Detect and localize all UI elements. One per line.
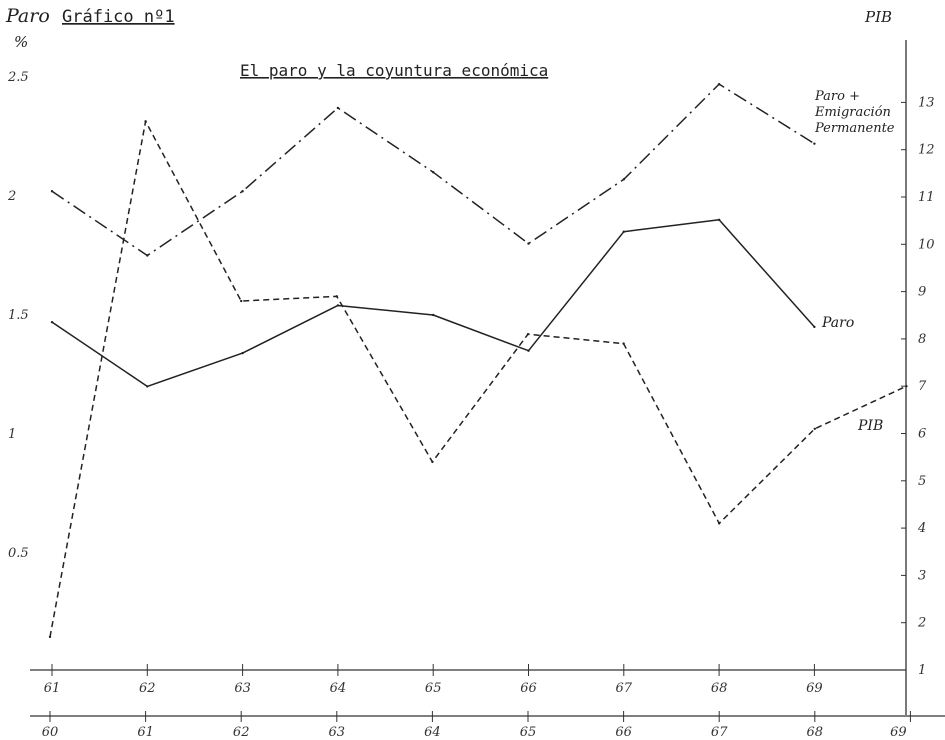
data-point <box>146 254 149 257</box>
data-point <box>717 218 721 221</box>
x-top-tick-label: 68 <box>711 681 728 696</box>
data-point <box>717 82 721 86</box>
data-point <box>336 106 340 110</box>
right-tick-label: 10 <box>918 237 935 252</box>
x-bottom-tick-label: 67 <box>711 725 728 740</box>
data-point <box>335 295 338 298</box>
left-tick-label: 0.5 <box>8 546 29 561</box>
left-tick-label: 2.5 <box>7 70 29 85</box>
right-tick-label: 2 <box>917 616 926 631</box>
x-bottom-tick-label: 69 <box>890 725 907 740</box>
x-bottom-tick-label: 61 <box>137 725 154 740</box>
series-label-paro: Paro <box>821 315 854 331</box>
right-tick-label: 9 <box>918 285 926 300</box>
data-point <box>527 349 530 352</box>
right-tick-label: 3 <box>918 568 926 583</box>
chart-title: El paro y la coyuntura económica <box>240 61 548 80</box>
data-point <box>813 325 816 329</box>
x-bottom-tick-label: 63 <box>329 725 346 740</box>
data-point <box>241 351 244 355</box>
data-point <box>240 299 243 303</box>
data-point <box>146 385 149 388</box>
right-tick-label: 11 <box>918 190 935 205</box>
x-top-tick-label: 69 <box>806 681 823 696</box>
data-point <box>431 460 434 464</box>
data-point <box>50 320 54 324</box>
series-label-paro-emigracion: Permanente <box>814 121 895 136</box>
right-tick-label: 7 <box>918 379 927 394</box>
figure-label: Gráfico nº1 <box>62 7 175 27</box>
series-line-solid <box>51 219 815 388</box>
x-top-tick-label: 63 <box>234 681 251 696</box>
x-bottom-tick-label: 60 <box>42 725 59 740</box>
data-point <box>336 304 340 307</box>
series-label-paro-emigracion: Paro + <box>814 89 860 104</box>
series-label-pib: PIB <box>857 418 883 434</box>
data-point <box>622 342 625 345</box>
x-bottom-tick-label: 64 <box>424 725 441 740</box>
x-top-tick-label: 62 <box>139 681 156 696</box>
data-point <box>241 190 244 193</box>
x-top-tick-label: 65 <box>425 681 442 696</box>
data-point <box>813 142 816 145</box>
data-point <box>718 522 721 525</box>
x-top-tick-label: 64 <box>330 681 347 696</box>
data-point <box>432 313 435 317</box>
right-tick-label: 4 <box>917 521 926 536</box>
right-tick-label: 8 <box>918 332 926 347</box>
series-line-dashdot <box>51 83 815 257</box>
left-tick-label: 1 <box>8 427 16 442</box>
left-tick-label: 1.5 <box>8 308 29 323</box>
x-bottom-tick-label: 65 <box>520 725 537 740</box>
data-point <box>622 230 625 233</box>
right-axis-title: PIB <box>864 8 892 26</box>
right-tick-label: 5 <box>918 474 926 489</box>
series-line-dashed <box>49 120 907 638</box>
data-point <box>813 427 816 430</box>
x-bottom-tick-label: 66 <box>615 725 632 740</box>
data-point <box>48 635 52 639</box>
x-top-tick-label: 66 <box>520 681 537 696</box>
right-tick-label: 13 <box>918 95 935 110</box>
left-tick-label: 2 <box>7 189 16 204</box>
data-point <box>622 178 625 181</box>
data-point <box>527 242 530 245</box>
data-point <box>50 190 54 193</box>
data-point <box>905 385 908 388</box>
series-label-paro-emigracion: Emigración <box>814 105 891 120</box>
x-top-tick-label: 67 <box>616 681 633 696</box>
data-point <box>144 120 147 123</box>
right-tick-label: 12 <box>918 143 935 158</box>
left-axis-unit: % <box>14 33 28 51</box>
data-point <box>432 171 435 174</box>
data-point <box>526 332 530 336</box>
x-top-tick-label: 61 <box>44 681 61 696</box>
right-tick-label: 6 <box>918 427 926 442</box>
x-bottom-tick-label: 62 <box>233 725 250 740</box>
left-axis-title: Paro <box>5 5 50 27</box>
right-tick-label: 1 <box>918 663 926 678</box>
x-bottom-tick-label: 68 <box>807 725 824 740</box>
